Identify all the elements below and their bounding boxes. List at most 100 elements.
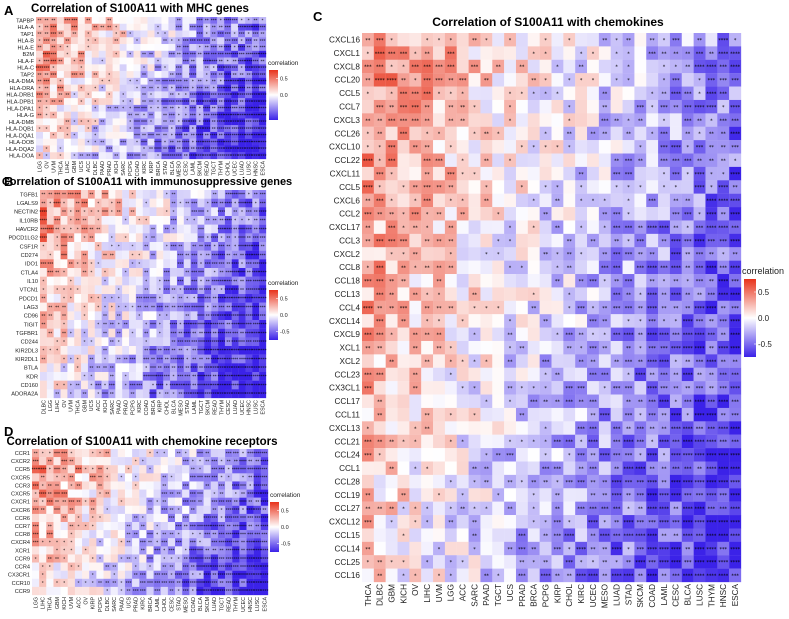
heatmap-cell [456, 421, 469, 435]
heatmap-cell [551, 555, 564, 569]
heatmap-cell [622, 99, 635, 114]
column-label: UVM [69, 400, 75, 412]
heatmap-cell [105, 91, 113, 99]
significance-mark: ** [448, 78, 454, 84]
heatmap-cell [385, 180, 398, 194]
heatmap-cell [108, 320, 116, 329]
row-label: HLA-DRA [9, 86, 34, 92]
heatmap-cell [182, 64, 190, 72]
significance-mark: * [186, 296, 188, 301]
significance-mark: * [248, 218, 250, 223]
heatmap-cell [362, 568, 374, 583]
heatmap-cell [53, 372, 61, 381]
heatmap-cell [211, 242, 219, 251]
significance-mark: * [171, 133, 173, 138]
heatmap-cell [63, 30, 71, 38]
heatmap-cell [231, 285, 239, 295]
heatmap-cell [658, 193, 671, 208]
column-label: LGG [37, 161, 43, 172]
heatmap-cell [60, 346, 68, 355]
heatmap-cell [77, 111, 85, 119]
significance-mark: **** [259, 113, 267, 118]
significance-mark: ** [555, 373, 561, 379]
row-label: CCL3 [339, 236, 360, 245]
significance-mark: * [66, 133, 68, 138]
significance-mark: ** [83, 270, 87, 275]
significance-mark: ** [673, 373, 679, 379]
heatmap-cell [46, 389, 54, 399]
heatmap-cell [101, 363, 109, 373]
significance-mark: *** [141, 120, 147, 125]
heatmap-cell [238, 276, 246, 286]
heatmap-cell [197, 346, 205, 355]
heatmap-cell [183, 207, 191, 217]
heatmap-cell [259, 337, 267, 347]
significance-mark: **** [245, 66, 253, 71]
heatmap-cell [421, 448, 434, 462]
significance-mark: *** [648, 346, 656, 352]
significance-mark: ** [650, 38, 656, 44]
significance-mark: * [84, 313, 86, 318]
significance-mark: **** [706, 453, 717, 459]
significance-mark: **** [168, 153, 176, 158]
column-label: ESCA [260, 400, 266, 415]
heatmap-cell [598, 287, 611, 301]
heatmap-cell [63, 111, 71, 119]
heatmap-cell [82, 449, 90, 458]
heatmap-cell [421, 528, 434, 542]
significance-mark: ** [151, 305, 155, 310]
significance-mark: **** [238, 348, 246, 353]
significance-mark: *** [233, 451, 239, 456]
heatmap-cell [385, 568, 398, 583]
significance-mark: **** [183, 331, 191, 336]
heatmap-cell [480, 99, 493, 114]
heatmap-cell [224, 250, 232, 260]
heatmap-cell [204, 259, 212, 269]
significance-mark: *** [136, 296, 142, 301]
significance-mark: ** [48, 313, 52, 318]
heatmap-cell [539, 260, 552, 275]
heatmap-cell [147, 111, 155, 119]
significance-mark: * [94, 106, 96, 111]
heatmap-cell [259, 250, 267, 260]
heatmap-cell [140, 37, 148, 45]
heatmap-cell [110, 457, 118, 466]
heatmap-cell [60, 328, 68, 338]
heatmap-cell [204, 242, 212, 251]
heatmap-cell [67, 302, 75, 312]
heatmap-cell [575, 99, 588, 114]
heatmap-cell [182, 84, 190, 92]
heatmap-cell [112, 30, 120, 38]
heatmap-cell [133, 145, 141, 153]
significance-mark: ** [151, 357, 155, 362]
heatmap-cell [196, 91, 204, 99]
significance-mark: * [157, 25, 159, 30]
heatmap-cell [101, 294, 109, 303]
heatmap-cell [154, 44, 162, 51]
significance-mark: * [118, 287, 120, 292]
significance-mark: *** [61, 459, 67, 464]
significance-mark: ** [254, 209, 258, 214]
heatmap-cell [259, 233, 267, 243]
heatmap-cell [598, 233, 611, 248]
heatmap-cell [81, 311, 89, 321]
heatmap-cell [634, 274, 647, 288]
significance-mark: *** [637, 493, 645, 499]
heatmap-cell [480, 220, 493, 234]
significance-mark: **** [224, 86, 232, 91]
heatmap-cell [211, 198, 219, 208]
heatmap-cell [112, 23, 120, 31]
heatmap-cell [67, 190, 75, 199]
significance-mark: * [214, 287, 216, 292]
significance-mark: * [221, 459, 223, 464]
significance-mark: ** [83, 391, 87, 396]
heatmap-cell [81, 233, 89, 243]
significance-mark: ** [626, 38, 632, 44]
heatmap-cell [433, 407, 446, 422]
heatmap-cell [203, 104, 211, 112]
heatmap-cell [224, 131, 232, 139]
heatmap-cell [60, 320, 68, 329]
heatmap-cell [245, 37, 253, 45]
heatmap-cell [154, 152, 162, 160]
significance-mark: ** [117, 331, 121, 336]
